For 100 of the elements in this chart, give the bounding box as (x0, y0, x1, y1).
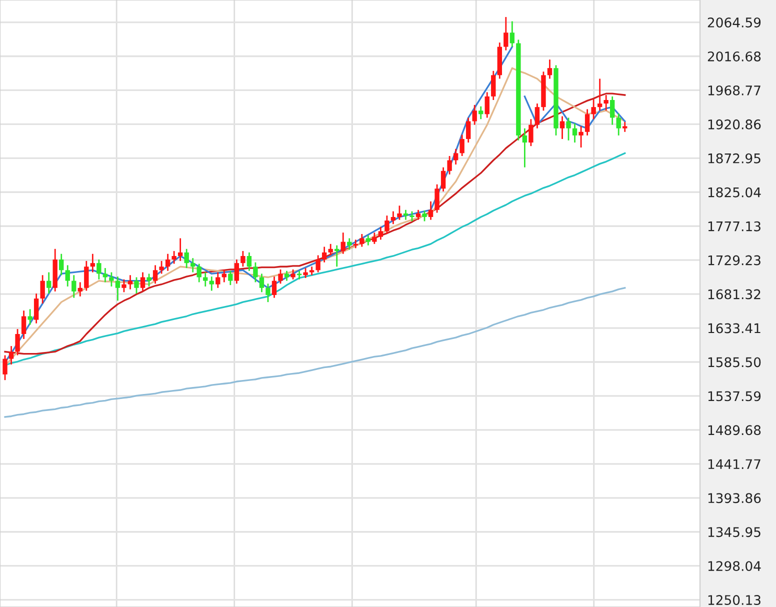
candlestick (484, 91, 490, 118)
candlestick (228, 270, 233, 286)
y-tick-label: 1345.95 (708, 527, 760, 538)
y-tick-label: 1681.32 (708, 289, 760, 300)
candlestick (46, 272, 52, 294)
candlestick (447, 155, 452, 176)
candlestick (140, 272, 146, 292)
candlestick (591, 98, 596, 120)
candlestick (378, 226, 384, 240)
candlestick (610, 96, 615, 126)
candlestick (96, 258, 102, 280)
candlestick (159, 260, 164, 274)
y-tick-label: 1489.68 (708, 425, 761, 436)
candlestick (28, 308, 32, 326)
candlestick (622, 121, 628, 133)
y-tick-label: 2064.59 (708, 17, 761, 28)
line-series (4, 287, 626, 418)
candlestick (366, 234, 371, 246)
candlestick (460, 134, 464, 157)
candlestick (40, 274, 45, 304)
candlestick (165, 253, 170, 272)
candlestick (334, 244, 340, 268)
candlestick (578, 126, 584, 148)
candlestick (453, 148, 458, 166)
candlestick (384, 214, 390, 235)
y-tick-label: 1729.23 (708, 255, 760, 266)
candlestick (216, 272, 220, 289)
y-tick-label: 2016.68 (708, 51, 761, 62)
candlestick (146, 273, 152, 288)
candlestick (203, 272, 208, 288)
y-tick-label: 1920.86 (708, 119, 761, 130)
candlestick (316, 254, 320, 273)
candlestick (584, 108, 590, 136)
candlestick (115, 276, 120, 302)
candlestick (604, 94, 608, 112)
candlestick (240, 250, 246, 268)
candlestick (84, 260, 89, 292)
candlestick (528, 118, 534, 147)
candlestick (65, 264, 70, 288)
candlestick (290, 268, 296, 280)
candlestick (390, 210, 396, 225)
candlestick (272, 276, 277, 299)
candlestick (8, 345, 14, 366)
candlestick (597, 78, 602, 112)
candlestick (547, 58, 552, 80)
candlestick (253, 262, 258, 283)
candlestick (278, 268, 283, 284)
candlestick (59, 253, 64, 276)
candlestick (428, 200, 434, 221)
y-tick-label: 1441.77 (708, 459, 760, 469)
y-tick-label: 1872.95 (708, 153, 760, 164)
candlestick (566, 117, 571, 142)
candlestick (322, 246, 327, 264)
y-tick-label: 1968.77 (708, 85, 760, 96)
candlestick (347, 238, 352, 250)
candlestick (234, 258, 240, 284)
candlestick (340, 232, 346, 255)
candlestick (152, 264, 158, 284)
candlestick (34, 292, 39, 324)
candlestick (372, 232, 377, 245)
candlestick (246, 252, 252, 272)
candlestick (90, 253, 96, 273)
y-tick-label: 1633.41 (708, 323, 760, 334)
y-tick-label: 1825.04 (708, 187, 761, 198)
candlestick (184, 248, 189, 269)
candlestick (178, 238, 183, 262)
candlestick (434, 184, 440, 214)
candlestick (466, 117, 471, 144)
candlestick (259, 273, 264, 293)
candlestick (78, 282, 82, 298)
candlestick (504, 16, 508, 52)
candlestick (572, 122, 578, 144)
candlestick (21, 310, 26, 340)
candlestick (209, 276, 214, 292)
candlestick (15, 328, 20, 356)
candlestick (472, 104, 477, 126)
candlestick (422, 210, 427, 222)
candlestick (303, 267, 308, 279)
candlestick (2, 354, 8, 381)
candlestick (128, 274, 133, 290)
candlestick (440, 166, 446, 192)
y-tick-label: 1777.13 (708, 221, 760, 232)
y-tick-label: 1537.59 (708, 391, 761, 402)
candlestick (134, 276, 139, 294)
y-tick-label: 1393.86 (708, 493, 761, 504)
candlestick (102, 267, 108, 283)
candlestick (522, 128, 528, 168)
y-tick-label: 1585.50 (708, 357, 761, 368)
candlestick (122, 278, 126, 293)
y-tick-label: 1298.04 (708, 561, 761, 572)
candlestick (534, 102, 540, 130)
candlestick (416, 209, 421, 221)
candlestick (328, 243, 333, 256)
candlestick (360, 233, 364, 248)
candlestick (410, 210, 414, 222)
candlestick (397, 204, 402, 221)
candlestick (266, 282, 270, 303)
y-tick-label: 1250.13 (708, 595, 760, 606)
candlestick (284, 270, 290, 282)
candlestick (478, 106, 484, 120)
